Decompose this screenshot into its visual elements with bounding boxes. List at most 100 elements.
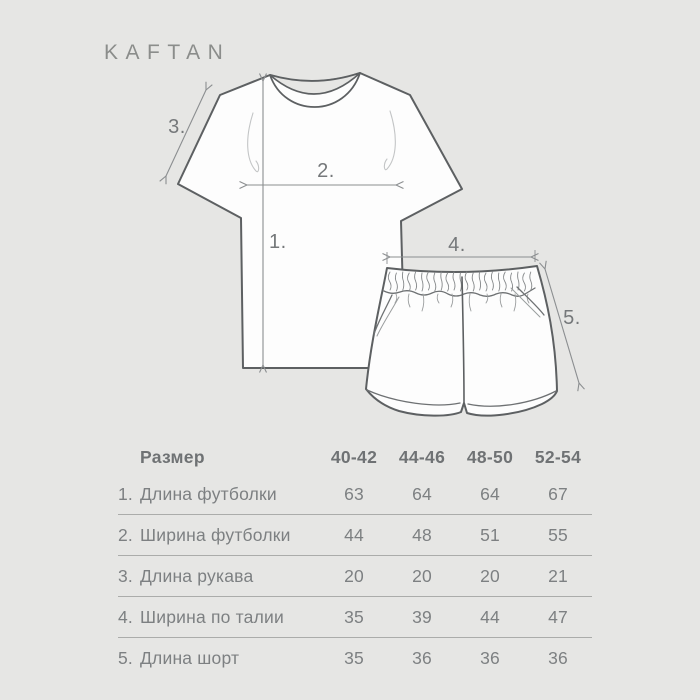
shorts-center-seam <box>461 276 465 403</box>
elastic-squiggle <box>517 271 520 291</box>
shorts-outline <box>365 265 558 417</box>
size-table-row-1: 1. Длина футболки 63 64 64 67 <box>118 474 592 515</box>
waistband-elastic-texture <box>387 271 533 292</box>
shorts-right-pocket-inner <box>510 287 541 318</box>
size-value-cell-5-0: 35 <box>344 647 364 668</box>
measurement-text: Длина футболки <box>140 483 277 504</box>
size-value-cell-5-3: 36 <box>548 647 568 668</box>
size-table-header-label: Размер <box>118 447 320 468</box>
size-table-row-2: 2. Ширина футболки 44 48 51 55 <box>118 515 592 556</box>
size-value-cell-1-0: 63 <box>344 483 364 504</box>
dimension-arrows <box>166 81 579 383</box>
size-table-row-3: 3. Длина рукава 20 20 20 21 <box>118 556 592 597</box>
size-value-cell-3-3: 21 <box>548 565 568 586</box>
size-value-cell-1-2: 64 <box>480 483 500 504</box>
elastic-squiggle <box>478 271 482 291</box>
tshirt-left-armhole-seam <box>247 112 260 173</box>
dimension-label-5: 5. <box>563 307 581 329</box>
measurement-label: 5. Длина шорт <box>118 648 320 669</box>
shorts-left-pocket <box>373 294 393 335</box>
size-table-row-5: 5. Длина шорт 35 36 36 36 <box>118 638 592 678</box>
size-value-cell-5-1: 36 <box>412 647 432 668</box>
size-value-cell-4-1: 39 <box>412 606 432 627</box>
elastic-squiggle <box>464 271 469 291</box>
size-column-header-2: 48-50 <box>466 446 514 467</box>
elastic-squiggle <box>407 272 411 292</box>
elastic-squiggle <box>483 272 488 292</box>
dimension-arrow-5 <box>545 269 579 383</box>
size-value-cell-2-3: 55 <box>548 524 568 545</box>
gather-crease <box>485 293 489 304</box>
waistband-gather-creases <box>394 293 530 312</box>
dimension-label-4: 4. <box>448 234 466 256</box>
elastic-squiggle <box>490 271 494 291</box>
tshirt-right-armhole-seam <box>383 110 396 171</box>
measurement-text: Ширина футболки <box>140 524 291 545</box>
measurement-label: 2. Ширина футболки <box>118 525 320 546</box>
elastic-squiggle <box>503 271 507 291</box>
measurement-label: 1. Длина футболки <box>118 484 320 505</box>
size-column-header-3: 52-54 <box>534 446 582 467</box>
size-table-rows: 1. Длина футболки 63 64 64 67 2. Ширина футболк… <box>118 474 592 678</box>
measurement-label: 3. Длина рукава <box>118 566 320 587</box>
size-value-cell-4-0: 35 <box>344 606 364 627</box>
elastic-squiggle <box>522 272 526 292</box>
elastic-squiggle <box>421 272 424 292</box>
gather-crease <box>526 293 530 304</box>
gather-crease <box>407 293 411 308</box>
measurement-label: 4. Ширина по талии <box>118 607 320 628</box>
size-value-cell-1-1: 64 <box>412 483 432 504</box>
measurement-number: 3. <box>118 565 133 586</box>
elastic-squiggle <box>459 272 462 292</box>
dimension-label-3: 3. <box>168 116 186 138</box>
size-value-cell-2-2: 51 <box>480 524 500 545</box>
gather-crease <box>421 293 425 312</box>
size-value-cell-2-0: 44 <box>344 524 364 545</box>
gather-crease <box>450 293 454 308</box>
size-column-header-0: 40-42 <box>330 446 378 467</box>
size-header-text: Размер <box>140 446 205 467</box>
size-value-cell-4-3: 47 <box>548 606 568 627</box>
measurement-number: 2. <box>118 524 133 545</box>
measurement-number: 1. <box>118 483 133 504</box>
measurement-text: Длина рукава <box>140 565 254 586</box>
brand-logo: KAFTAN <box>104 41 231 64</box>
size-value-cell-2-1: 48 <box>412 524 432 545</box>
size-table-row-4: 4. Ширина по талии 35 39 44 47 <box>118 597 592 638</box>
size-value-cell-1-3: 67 <box>548 483 568 504</box>
elastic-squiggle <box>426 271 430 291</box>
measurement-number: 5. <box>118 647 133 668</box>
size-value-cell-4-2: 44 <box>480 606 500 627</box>
gather-crease <box>468 293 472 312</box>
size-table: Размер 40-42 44-46 48-50 52-54 1. Длина футб… <box>118 440 592 678</box>
elastic-squiggle <box>452 271 456 291</box>
elastic-squiggle <box>440 271 443 291</box>
elastic-squiggle <box>445 272 450 292</box>
gather-crease <box>436 293 440 304</box>
dimension-arrow-3 <box>166 90 206 176</box>
dimension-label-1: 1. <box>269 231 287 253</box>
measurement-text: Ширина по талии <box>140 606 284 627</box>
tshirt-collar-band <box>269 72 361 108</box>
elastic-squiggle <box>471 272 475 292</box>
shorts-right-hem-line <box>467 390 557 407</box>
dimension-label-2: 2. <box>317 160 335 182</box>
shorts-drawing <box>365 265 558 417</box>
size-value-cell-3-2: 20 <box>480 565 500 586</box>
dimension-labels: 1. 2. 3. 4. 5. <box>168 116 581 329</box>
size-value-cell-3-1: 20 <box>412 565 432 586</box>
elastic-squiggle <box>401 271 405 291</box>
size-value-cell-3-0: 20 <box>344 565 364 586</box>
size-column-header-1: 44-46 <box>398 446 446 467</box>
gather-crease <box>513 293 517 312</box>
elastic-squiggle <box>394 272 398 292</box>
elastic-squiggle <box>414 271 418 291</box>
size-value-cell-5-2: 36 <box>480 647 500 668</box>
measurement-text: Длина шорт <box>140 647 240 668</box>
shorts-left-hem-line <box>366 389 461 406</box>
elastic-squiggle <box>529 271 533 291</box>
elastic-squiggle <box>510 272 514 292</box>
elastic-squiggle <box>387 271 392 291</box>
